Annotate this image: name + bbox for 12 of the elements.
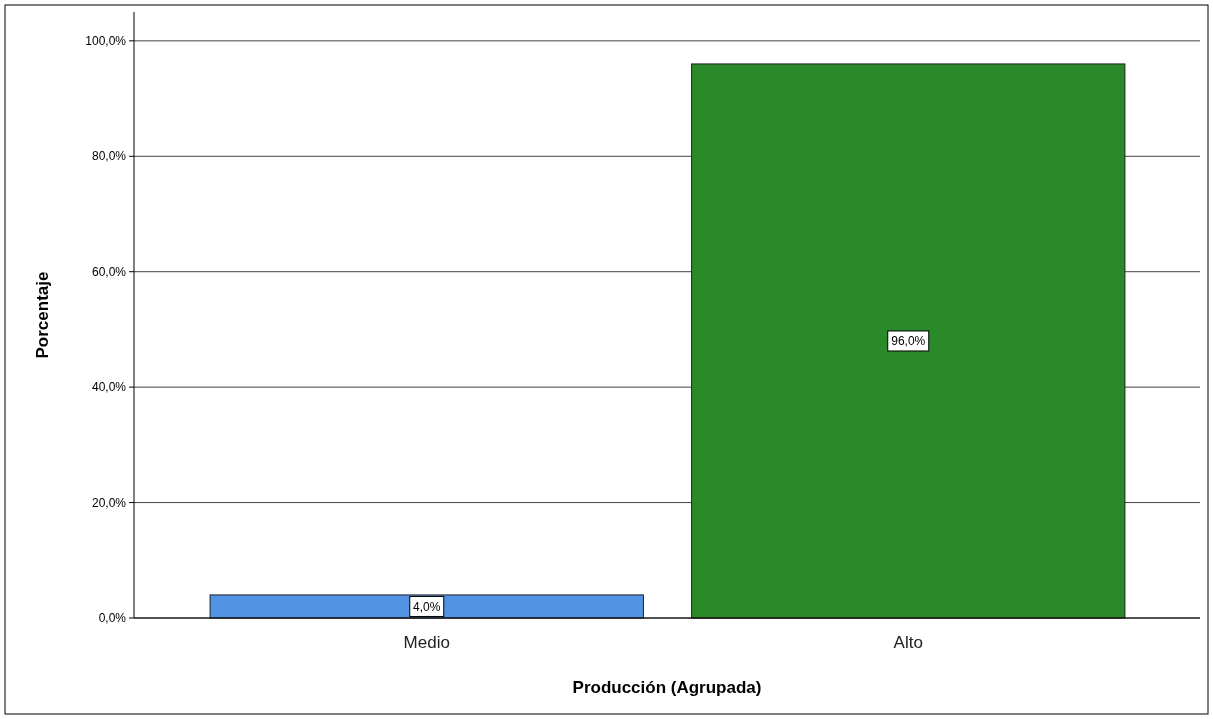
x-tick-label: Alto: [893, 633, 923, 652]
y-tick-label: 40,0%: [91, 380, 127, 395]
y-tick-label: 20,0%: [91, 495, 127, 510]
y-tick-label: 60,0%: [91, 264, 127, 279]
y-tick-label: 100,0%: [85, 34, 127, 49]
x-axis-title: Producción (Agrupada): [572, 678, 762, 697]
y-tick-label: 0,0%: [98, 611, 127, 626]
x-tick-label: Medio: [403, 633, 450, 652]
y-tick-label: 80,0%: [91, 149, 127, 164]
data-label: 4,0%: [413, 599, 441, 614]
y-axis-title: Porcentaje: [33, 271, 52, 359]
data-label: 96,0%: [891, 334, 926, 349]
